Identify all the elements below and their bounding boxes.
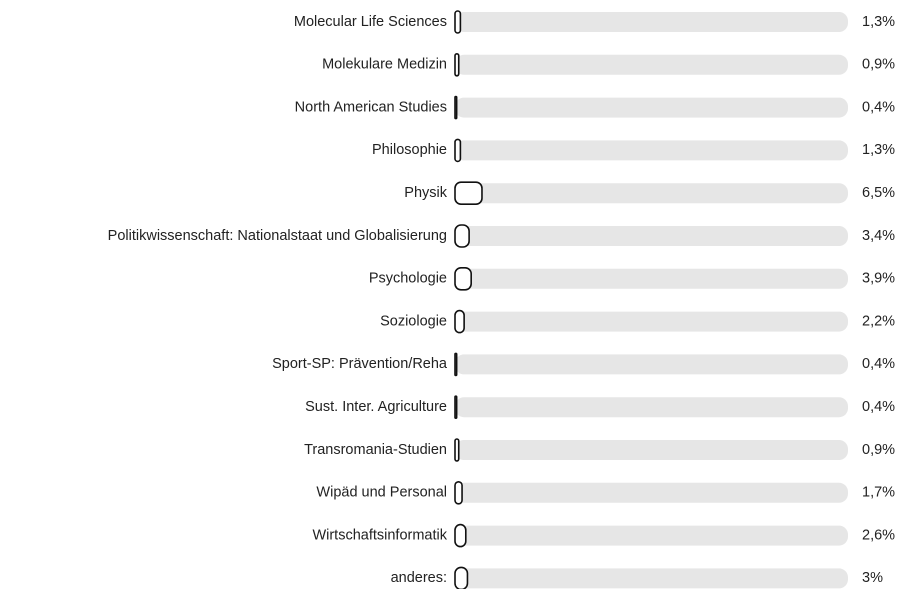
category-label: Psychologie	[369, 271, 447, 287]
bar-track	[455, 54, 848, 75]
bar-track	[455, 440, 848, 460]
bar-track	[455, 397, 848, 418]
bar	[454, 181, 483, 205]
bar	[454, 480, 463, 505]
bar-track	[455, 482, 848, 503]
bar	[454, 224, 470, 248]
bar	[454, 395, 458, 420]
bar	[454, 309, 465, 334]
category-label: anderes:	[391, 570, 447, 586]
bar-track	[455, 568, 848, 589]
value-label: 0,9%	[862, 442, 895, 458]
value-label: 3%	[862, 570, 883, 586]
bar-track	[455, 226, 848, 246]
value-label: 3,4%	[862, 228, 895, 244]
bar-track	[455, 525, 848, 546]
bar	[454, 52, 460, 77]
category-label: Politikwissenschaft: Nationalstaat und G…	[108, 228, 447, 244]
bar	[454, 138, 462, 163]
category-label: Wirtschaftsinformatik	[312, 527, 447, 543]
bar-track	[455, 268, 848, 289]
category-label: Physik	[404, 185, 447, 201]
category-label: North American Studies	[295, 99, 447, 115]
bar-track	[455, 140, 848, 161]
bar	[454, 566, 469, 589]
category-label: Wipäd und Personal	[316, 485, 447, 501]
value-label: 0,4%	[862, 356, 895, 372]
bar-track	[455, 12, 848, 32]
category-label: Soziologie	[380, 313, 447, 329]
value-label: 1,3%	[862, 14, 895, 30]
bar	[454, 10, 462, 34]
category-label: Molekulare Medizin	[322, 57, 447, 73]
category-label: Molecular Life Sciences	[294, 14, 447, 30]
bar	[454, 95, 458, 120]
bar	[454, 523, 467, 548]
bar	[454, 352, 458, 377]
bar-track	[455, 97, 848, 118]
bar	[454, 266, 472, 291]
value-label: 2,2%	[862, 313, 895, 329]
value-label: 3,9%	[862, 271, 895, 287]
bar	[454, 438, 460, 462]
value-label: 0,4%	[862, 399, 895, 415]
bar-track	[455, 354, 848, 375]
bar-track	[455, 311, 848, 332]
category-label: Philosophie	[372, 142, 447, 158]
value-label: 2,6%	[862, 527, 895, 543]
category-label: Sport-SP: Prävention/Reha	[272, 356, 448, 372]
category-label: Sust. Inter. Agriculture	[305, 399, 447, 415]
value-label: 1,7%	[862, 485, 895, 501]
value-label: 6,5%	[862, 185, 895, 201]
bar-track	[455, 183, 848, 204]
category-label: Transromania-Studien	[304, 442, 447, 458]
value-label: 1,3%	[862, 142, 895, 158]
value-label: 0,9%	[862, 57, 895, 73]
value-label: 0,4%	[862, 99, 895, 115]
